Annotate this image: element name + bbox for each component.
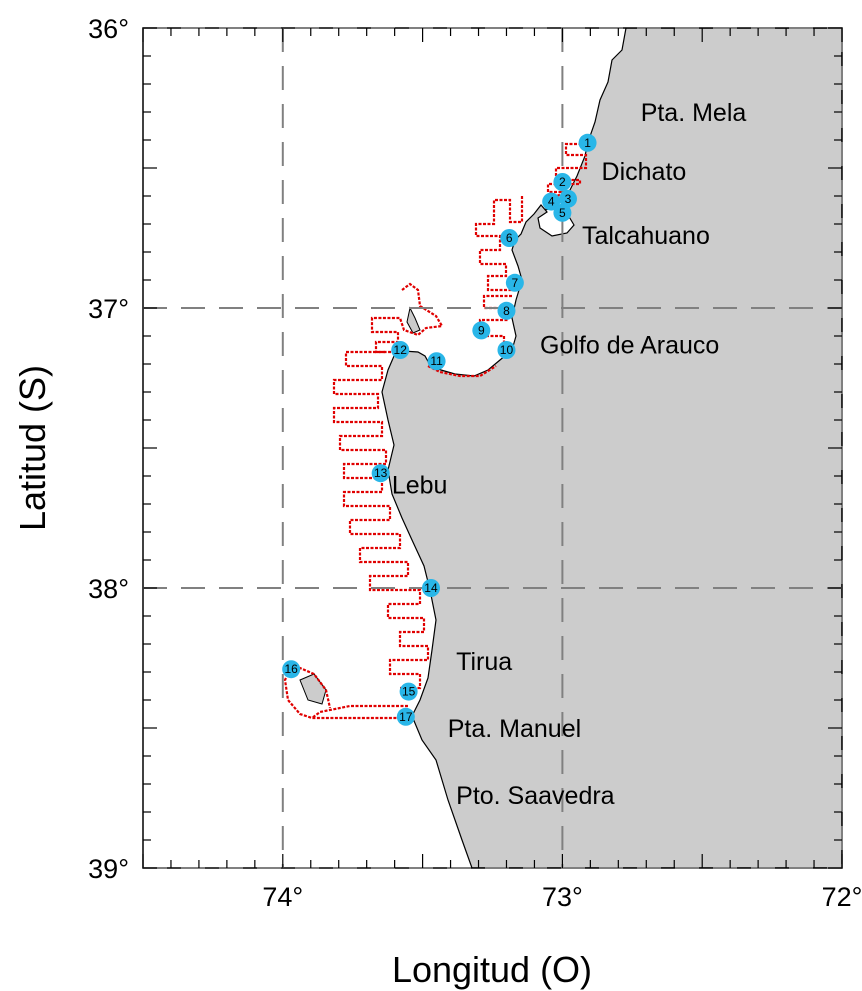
station-marker xyxy=(500,229,519,247)
x-tick-label: 74° xyxy=(262,882,303,912)
station-marker xyxy=(505,273,524,292)
place-label: Golfo de Arauco xyxy=(540,331,719,359)
place-label: Lebu xyxy=(392,471,448,499)
station-marker xyxy=(553,173,572,191)
station-number: 1 xyxy=(584,136,591,150)
place-label: Pta. Mela xyxy=(641,99,747,127)
station-number: 8 xyxy=(503,304,510,318)
place-label: Pta. Manuel xyxy=(448,715,581,743)
y-tick-label: 36° xyxy=(88,14,129,44)
y-tick-label: 39° xyxy=(88,854,129,884)
station-number: 3 xyxy=(565,192,572,206)
y-tick-label: 37° xyxy=(88,294,129,324)
station-number: 14 xyxy=(424,581,438,595)
station-number: 12 xyxy=(394,343,408,357)
x-tick-label: 72° xyxy=(822,882,862,912)
station-number: 2 xyxy=(559,175,566,189)
place-label: Dichato xyxy=(602,158,687,186)
island-santa-maria xyxy=(406,306,421,334)
station-number: 7 xyxy=(512,276,519,290)
station-marker xyxy=(553,203,572,222)
station-number: 17 xyxy=(399,710,413,724)
station-marker xyxy=(542,192,561,211)
x-tick-label: 73° xyxy=(542,882,583,912)
station-number: 16 xyxy=(285,662,299,676)
station-marker xyxy=(399,682,418,701)
station-number: 10 xyxy=(500,343,514,357)
station-number: 6 xyxy=(506,231,513,245)
place-labels: Pta. Mela Dichato Talcahuano Golfo de Arauc… xyxy=(392,99,747,810)
station-marker xyxy=(396,707,415,726)
y-tick-label: 38° xyxy=(88,574,129,604)
tick-labels: 74° 73° 72° 36° 37° 38° 39° xyxy=(88,14,862,912)
station-number: 13 xyxy=(374,466,388,480)
station-marker xyxy=(427,352,446,371)
station-marker xyxy=(497,341,516,359)
island-mocha xyxy=(299,673,327,705)
station-marker xyxy=(472,321,491,340)
station-number: 4 xyxy=(548,195,555,209)
place-label: Pto. Saavedra xyxy=(456,782,615,810)
station-marker xyxy=(371,464,390,483)
station-number: 15 xyxy=(402,685,416,699)
station-marker xyxy=(558,189,577,208)
dashed-grid xyxy=(143,27,843,869)
place-label: Tirua xyxy=(456,648,512,676)
station-number: 5 xyxy=(559,206,566,220)
station-marker xyxy=(578,133,597,152)
place-label: Talcahuano xyxy=(582,222,710,250)
station-marker xyxy=(421,579,440,597)
station-number: 9 xyxy=(478,323,485,337)
station-number: 11 xyxy=(430,354,443,368)
station-marker xyxy=(497,301,516,320)
station-marker xyxy=(282,660,301,679)
y-axis-title: Latitud (S) xyxy=(12,365,53,531)
x-axis-title: Longitud (O) xyxy=(392,949,592,990)
axis-ticks xyxy=(142,27,843,869)
station-marker xyxy=(391,341,410,359)
